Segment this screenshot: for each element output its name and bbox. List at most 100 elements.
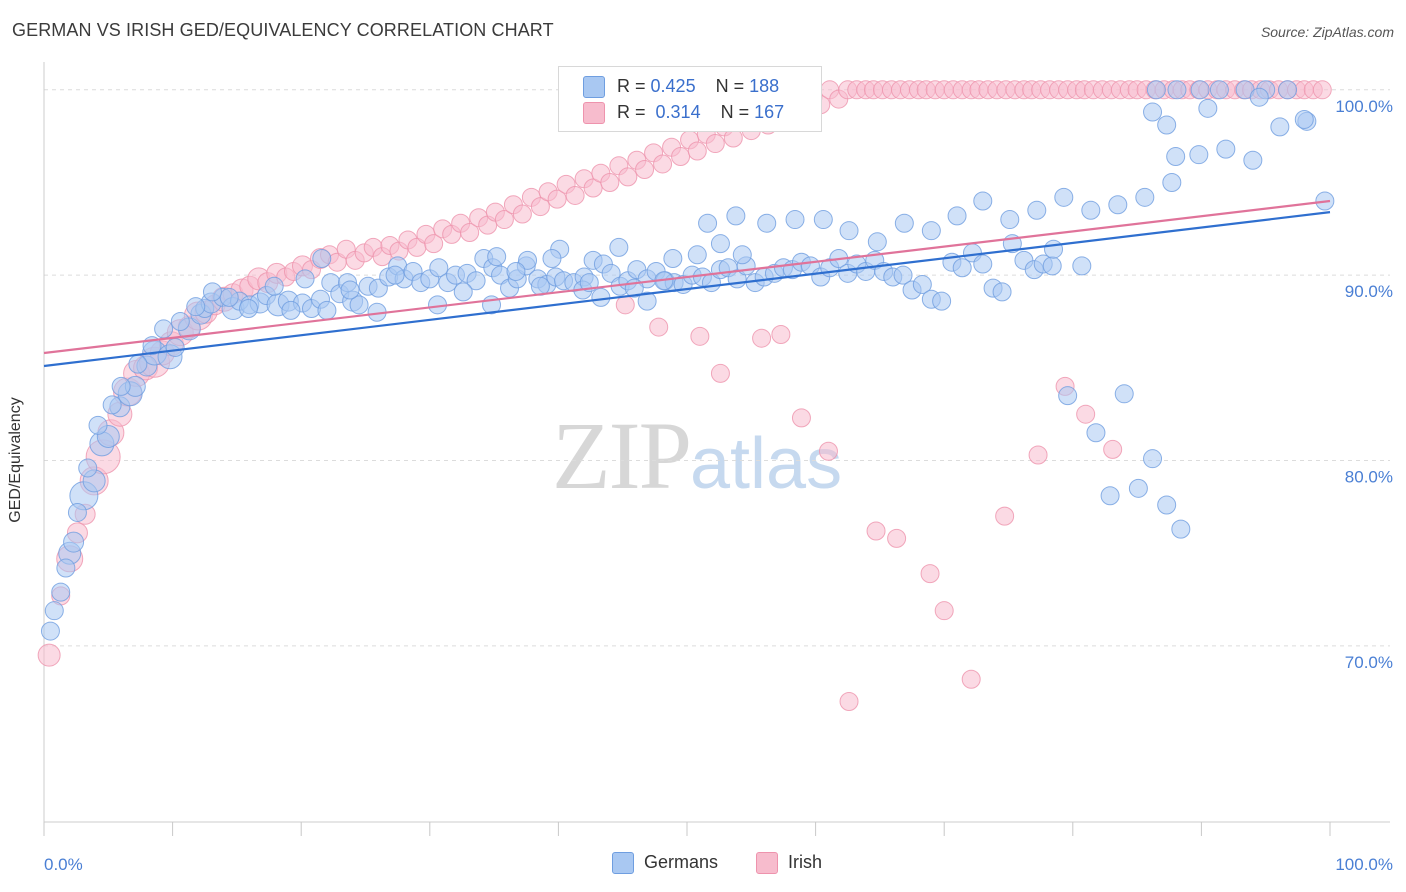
germans-point: [88, 415, 108, 435]
germans-point: [912, 274, 932, 294]
irish-point: [494, 210, 514, 230]
irish-point: [866, 521, 886, 541]
irish-point: [37, 643, 61, 667]
irish-point: [635, 160, 655, 180]
irish-point: [583, 178, 603, 198]
germans-point: [312, 248, 332, 268]
x-tick-label: 0.0%: [44, 855, 83, 874]
irish-point: [887, 528, 907, 548]
germans-point: [726, 206, 746, 226]
germans-point: [1157, 495, 1177, 515]
germans-point: [932, 291, 952, 311]
germans-point: [591, 287, 611, 307]
germans-point: [894, 213, 914, 233]
germans-point: [429, 258, 449, 278]
germans-series-name: Germans: [644, 852, 719, 872]
germans-point: [202, 282, 222, 302]
germans-point: [170, 312, 190, 332]
germans-point: [1189, 145, 1209, 165]
germans-point: [219, 287, 239, 307]
germans-point: [506, 261, 526, 281]
irish-swatch: [583, 102, 605, 125]
germans-point: [1171, 519, 1191, 539]
germans-point: [1072, 256, 1092, 276]
germans-point: [340, 280, 360, 300]
bottom-legend-irish: Irish: [756, 852, 823, 875]
germans-point: [154, 319, 174, 339]
germans-n-label: N =: [715, 76, 745, 96]
irish-r-value: 0.314: [655, 102, 701, 122]
irish-r-label: R =: [617, 102, 646, 122]
irish-point: [671, 147, 691, 167]
irish-series-name: Irish: [788, 852, 823, 872]
germans-point: [1216, 139, 1236, 159]
germans-point: [992, 282, 1012, 302]
germans-point: [601, 263, 621, 283]
germans-point: [1054, 187, 1074, 207]
germans-point: [785, 210, 805, 230]
irish-point: [547, 189, 567, 209]
germans-point: [1143, 449, 1163, 469]
germans-point: [518, 250, 538, 270]
irish-point: [1103, 439, 1123, 459]
irish-trendline: [43, 199, 1331, 355]
irish-point: [530, 197, 550, 217]
germans-point: [281, 300, 301, 320]
germans-bottom-swatch: [612, 852, 634, 875]
irish-point: [424, 234, 444, 254]
germans-point: [1027, 200, 1047, 220]
germans-point: [893, 265, 913, 285]
y-tick-label: 70.0%: [1345, 653, 1393, 672]
germans-point: [51, 582, 71, 602]
germans-point: [1162, 172, 1182, 192]
germans-point: [63, 531, 85, 553]
y-tick-label: 80.0%: [1345, 468, 1393, 487]
germans-point: [317, 300, 337, 320]
germans-point: [698, 213, 718, 233]
germans-point: [165, 337, 185, 357]
germans-point: [663, 248, 683, 268]
irish-point: [460, 223, 480, 243]
irish-point: [961, 669, 981, 689]
irish-point: [771, 324, 791, 344]
irish-point: [615, 295, 635, 315]
y-tick-label: 90.0%: [1345, 282, 1393, 301]
germans-point: [1278, 80, 1298, 100]
germans-point: [102, 395, 122, 415]
germans-point: [44, 601, 64, 621]
germans-point: [839, 221, 859, 241]
germans-point: [1157, 115, 1177, 135]
germans-point: [111, 376, 131, 396]
germans-point: [1108, 195, 1128, 215]
watermark: ZIPatlas: [552, 400, 842, 511]
germans-point: [1044, 239, 1064, 259]
germans-point: [186, 297, 206, 317]
germans-point: [1058, 386, 1078, 406]
irish-point: [653, 154, 673, 174]
irish-point: [618, 167, 638, 187]
x-tick-label: 100.0%: [1335, 855, 1393, 874]
germans-point: [1249, 87, 1269, 107]
germans-point: [1128, 478, 1148, 498]
germans-point: [128, 354, 148, 374]
stats-legend: R = 0.425 N = 188 R = 0.314 N = 167: [558, 66, 822, 132]
germans-point: [757, 213, 777, 233]
germans-point: [687, 245, 707, 265]
germans-point: [1114, 384, 1134, 404]
germans-point: [813, 210, 833, 230]
germans-point: [1198, 98, 1218, 118]
germans-point: [238, 299, 258, 319]
irish-bottom-swatch: [756, 852, 778, 875]
irish-point: [710, 363, 730, 383]
legend-row-germans: R = 0.425 N = 188: [583, 76, 779, 100]
germans-point: [1166, 147, 1186, 167]
watermark-atlas: atlas: [690, 424, 843, 504]
germans-point: [710, 234, 730, 254]
germans-point: [1146, 80, 1166, 100]
irish-point: [1028, 445, 1048, 465]
germans-point: [921, 221, 941, 241]
germans-point: [78, 458, 98, 478]
irish-point: [690, 326, 710, 346]
bottom-legend-germans: Germans: [612, 852, 719, 875]
